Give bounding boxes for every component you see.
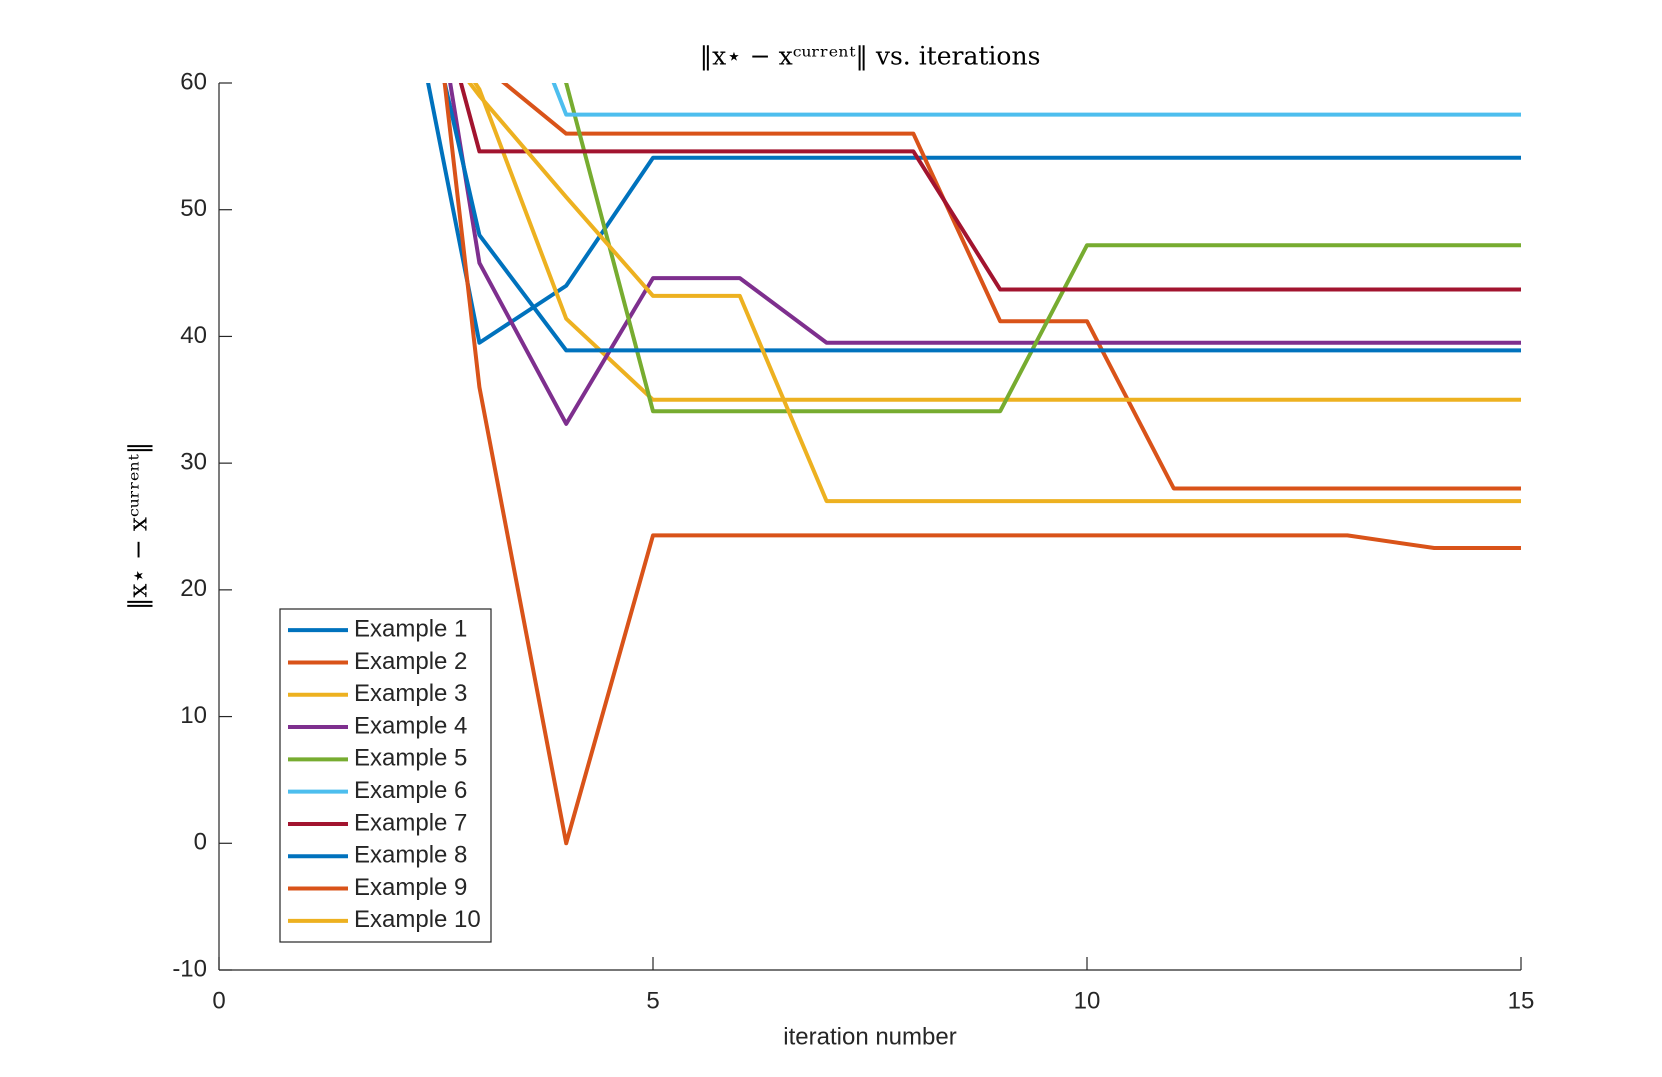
series-line <box>448 83 1521 426</box>
x-tick-label: 0 <box>212 987 225 1014</box>
x-tick-label: 10 <box>1074 987 1101 1014</box>
plot-area <box>426 83 1521 846</box>
series-line <box>564 83 1521 414</box>
legend-label: Example 10 <box>354 906 481 933</box>
x-axis-label: iteration number <box>783 1023 956 1050</box>
y-tick-label: 50 <box>180 195 207 222</box>
series-line <box>458 83 1521 292</box>
legend-label: Example 1 <box>354 615 467 642</box>
legend-box <box>279 608 492 943</box>
series-line <box>551 83 1521 117</box>
series-line <box>467 83 1521 504</box>
legend-label: Example 3 <box>354 680 467 707</box>
legend-label: Example 8 <box>354 842 467 869</box>
legend-label: Example 6 <box>354 777 467 804</box>
y-tick-label: 0 <box>194 829 207 856</box>
x-tick-label: 5 <box>646 987 659 1014</box>
y-tick-label: 40 <box>180 322 207 349</box>
chart-title: ‖x⋆ − xᶜᵘʳʳᵉⁿᵗ‖ vs. iterations <box>700 42 1041 72</box>
legend-label: Example 2 <box>354 648 467 675</box>
y-tick-label: 20 <box>180 575 207 602</box>
y-tick-label: -10 <box>172 955 207 982</box>
series-line <box>442 83 1521 846</box>
legend-label: Example 7 <box>354 809 467 836</box>
y-tick-label: 60 <box>180 68 207 95</box>
legend-label: Example 5 <box>354 745 467 772</box>
y-axis-label: ‖x⋆ − xᶜᵘʳʳᵉⁿᵗ‖ <box>124 442 154 610</box>
x-tick-label: 15 <box>1508 987 1535 1014</box>
legend-label: Example 4 <box>354 712 467 739</box>
series-line <box>442 83 1521 353</box>
legend: Example 1 Example 2 Example 3 Example 4 Exam… <box>279 608 492 943</box>
legend-label: Example 9 <box>354 874 467 901</box>
series-line <box>472 83 1521 402</box>
y-tick-label: 30 <box>180 448 207 475</box>
series-line <box>426 83 1521 345</box>
y-tick-label: 10 <box>180 702 207 729</box>
